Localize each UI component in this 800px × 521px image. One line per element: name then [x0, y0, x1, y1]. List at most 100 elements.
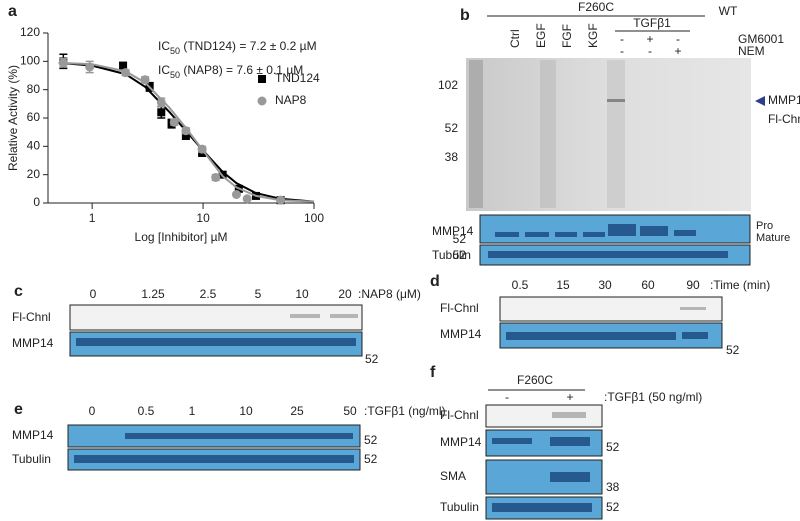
panel-d: d 0.5 15 30 60 90 :Time (min) Fl-Chnl MM…: [430, 273, 770, 357]
form-label: Mature: [756, 232, 790, 244]
y-tick-label: 40: [27, 139, 41, 153]
blot-label: SMA: [440, 469, 466, 483]
panel-label: a: [8, 3, 17, 20]
point: [197, 144, 207, 154]
condition: 5: [255, 287, 262, 301]
blot-label: MMP14: [12, 428, 54, 442]
y-tick-label: 20: [27, 167, 41, 181]
point: [119, 61, 128, 70]
y-tick-label: 0: [33, 195, 40, 209]
band: [550, 437, 590, 446]
condition: 60: [641, 278, 655, 292]
band: [492, 438, 532, 444]
unit: :TGFβ1 (50 ng/ml): [604, 390, 702, 404]
unit: :TGFβ1 (ng/ml): [364, 404, 446, 418]
mw-marker: 52: [445, 121, 459, 135]
band: [125, 433, 353, 439]
band: [488, 251, 728, 258]
sign: -: [648, 44, 652, 58]
blot-label: MMP14: [12, 336, 54, 350]
condition: 1: [189, 404, 196, 418]
band: [674, 230, 696, 236]
lane: [607, 60, 625, 208]
panel-label: c: [14, 283, 23, 300]
x-tick-label: 1: [89, 211, 96, 225]
condition: 25: [290, 404, 304, 418]
condition: 30: [598, 278, 612, 292]
condition: 0.5: [138, 404, 155, 418]
blot-label: MMP14: [432, 224, 474, 238]
condition: 90: [686, 278, 700, 292]
y-tick-label: 60: [27, 110, 41, 124]
band: [290, 314, 320, 318]
mw-marker: 52: [365, 352, 379, 366]
x-tick-label: 100: [304, 211, 324, 225]
header: F260C: [517, 373, 553, 387]
band: [607, 99, 625, 102]
point: [181, 126, 191, 136]
unit: :Time (min): [710, 278, 770, 292]
mw-marker: 102: [438, 78, 458, 92]
lane: [540, 60, 556, 208]
band: [583, 232, 605, 237]
point: [276, 195, 286, 205]
mw-marker: 38: [445, 150, 459, 164]
band: [555, 232, 577, 237]
condition: 50: [343, 404, 357, 418]
sign: -: [676, 32, 680, 46]
blot-label: Fl-Chnl: [440, 301, 479, 315]
lane-label: EGF: [534, 23, 548, 48]
mw-marker: 52: [606, 440, 620, 454]
panel-label: b: [460, 7, 470, 24]
sign: +: [674, 44, 681, 58]
x-tick-label: 10: [196, 211, 210, 225]
blot: [485, 404, 603, 428]
condition: 20: [338, 287, 352, 301]
y-tick-label: 100: [20, 54, 40, 68]
condition: 0.5: [512, 278, 529, 292]
point: [156, 97, 166, 107]
panel-c: c 0 1.25 2.5 5 10 20 :NAP8 (μM) Fl-Chnl …: [12, 283, 421, 366]
blot-label: Fl-Chnl: [440, 408, 479, 422]
mw-marker: 52: [364, 433, 378, 447]
point: [140, 75, 150, 85]
y-tick-label: 120: [20, 25, 40, 39]
condition: -: [505, 390, 509, 404]
y-tick-label: 80: [27, 82, 41, 96]
mw-marker: 52: [453, 232, 467, 246]
band: [495, 232, 519, 237]
condition: 2.5: [200, 287, 217, 301]
lane-label: FGF: [560, 24, 574, 48]
condition: 0: [89, 404, 96, 418]
point: [58, 58, 68, 68]
blot-label: MMP14: [440, 435, 482, 449]
band: [330, 314, 358, 318]
lane-label: Ctrl: [508, 29, 522, 48]
fit-curve: [58, 61, 315, 203]
band: [74, 455, 354, 463]
point: [157, 108, 166, 117]
condition: 0: [90, 287, 97, 301]
mw-marker: 52: [453, 248, 467, 262]
blot-label: Tubulin: [12, 452, 51, 466]
panel-label: d: [430, 273, 440, 290]
point: [121, 68, 131, 78]
band: [680, 307, 706, 310]
point: [85, 62, 95, 72]
legend-marker: [258, 75, 266, 83]
panel-label: e: [14, 401, 23, 418]
y-axis-label: Relative Activity (%): [6, 65, 20, 171]
form-label: Pro: [756, 220, 773, 232]
mw-marker: 38: [606, 480, 620, 494]
treatment: TGFβ1: [633, 16, 671, 30]
band: [492, 503, 592, 512]
sign: +: [646, 32, 653, 46]
blot-label: Tubulin: [432, 248, 471, 262]
panel-label: f: [430, 364, 436, 381]
sign: -: [620, 44, 624, 58]
row-label: NEM: [738, 44, 765, 58]
band: [76, 338, 356, 346]
band: [506, 332, 676, 340]
gel: [466, 58, 751, 211]
